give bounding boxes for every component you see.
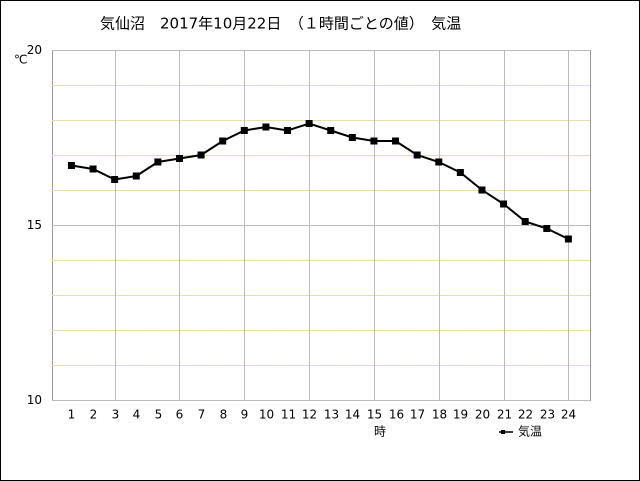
data-point (435, 158, 443, 166)
data-point (111, 176, 119, 183)
x-tick-label: 4 (133, 408, 141, 422)
legend-label: 気温 (518, 424, 542, 439)
x-tick-label: 19 (453, 408, 468, 422)
x-tick-label: 14 (345, 408, 360, 422)
y-axis-label: ℃ (14, 53, 27, 67)
x-tick-label: 11 (281, 408, 296, 422)
data-point (219, 137, 227, 145)
data-point (240, 127, 248, 134)
y-tick-label: 15 (27, 218, 42, 232)
data-point (500, 200, 508, 208)
y-tick-label: 10 (27, 393, 42, 407)
data-point (456, 169, 464, 176)
data-point (564, 235, 572, 243)
data-point (89, 165, 97, 173)
x-tick-label: 3 (112, 408, 120, 422)
x-axis-label: 時 (374, 425, 386, 439)
data-point (543, 225, 551, 232)
data-point (284, 127, 292, 134)
x-tick-label: 15 (367, 408, 382, 422)
data-point (327, 127, 335, 134)
data-point (413, 151, 421, 159)
x-tick-label: 20 (475, 408, 490, 422)
chart-title: 気仙沼 2017年10月22日 （１時間ごとの値） 気温 (100, 15, 461, 33)
x-tick-label: 23 (540, 408, 555, 422)
x-tick-label: 18 (432, 408, 447, 422)
data-point (197, 151, 205, 159)
x-tick-label: 2 (90, 408, 98, 422)
data-point (478, 186, 486, 194)
data-point (392, 137, 400, 145)
x-tick-label: 7 (198, 408, 206, 422)
data-point (132, 172, 140, 180)
data-point (305, 120, 313, 127)
x-tick-label: 22 (518, 408, 533, 422)
x-tick-label: 9 (241, 408, 249, 422)
x-tick-label: 8 (220, 408, 228, 422)
x-tick-label: 21 (497, 408, 512, 422)
x-tick-label: 5 (155, 408, 163, 422)
data-line (71, 122, 569, 240)
x-tick-label: 1 (68, 408, 76, 422)
data-point (348, 134, 356, 141)
data-point (67, 162, 75, 169)
data-point (370, 137, 378, 145)
data-point (262, 123, 270, 131)
x-tick-label: 24 (561, 408, 576, 422)
legend-marker (501, 430, 505, 434)
x-tick-label: 16 (389, 408, 404, 422)
x-tick-label: 17 (410, 408, 425, 422)
x-tick-label: 6 (176, 408, 184, 422)
x-tick-label: 12 (302, 408, 317, 422)
data-point (521, 218, 529, 225)
data-point (175, 155, 183, 162)
y-tick-label: 20 (27, 43, 42, 57)
x-tick-label: 10 (259, 408, 274, 422)
x-tick-label: 13 (324, 408, 339, 422)
data-point (154, 158, 162, 166)
